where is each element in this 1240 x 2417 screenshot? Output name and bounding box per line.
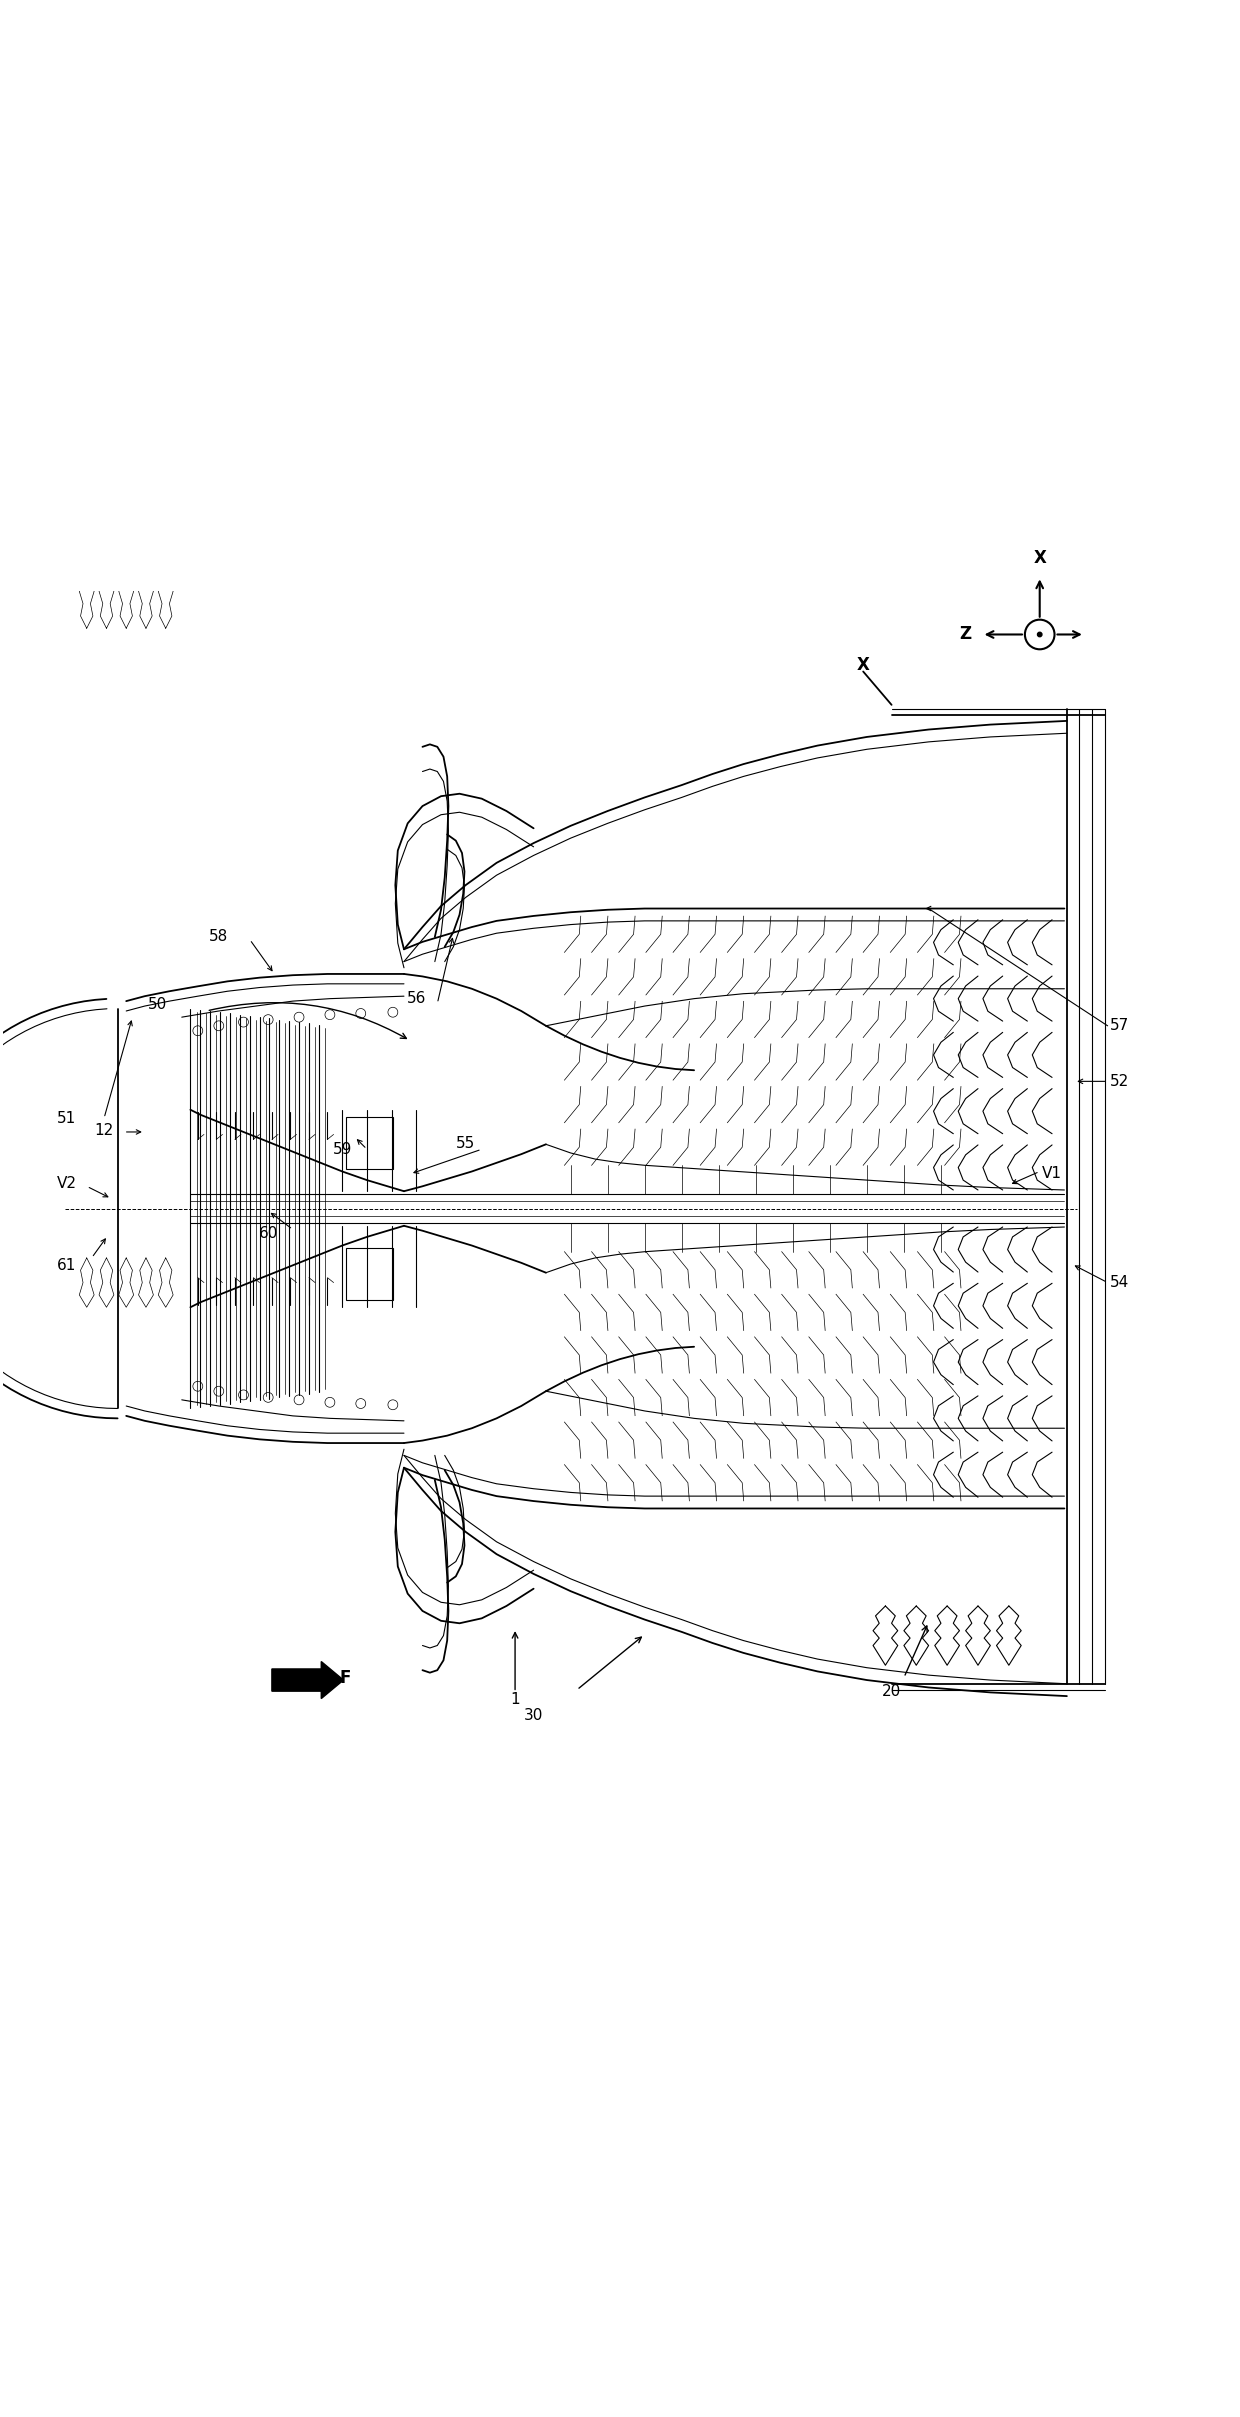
Text: 56: 56 [407, 991, 427, 1005]
Text: 30: 30 [525, 1709, 543, 1723]
Text: 52: 52 [1110, 1073, 1130, 1088]
Text: 58: 58 [210, 931, 228, 945]
Text: Z: Z [960, 626, 972, 643]
Text: 54: 54 [1110, 1276, 1130, 1291]
Text: 59: 59 [332, 1141, 352, 1158]
Text: 50: 50 [148, 998, 166, 1013]
Text: F: F [340, 1668, 351, 1687]
Text: V2: V2 [57, 1177, 77, 1192]
Text: 1: 1 [510, 1692, 520, 1706]
Text: 60: 60 [258, 1225, 278, 1240]
Text: 61: 61 [57, 1257, 77, 1274]
Bar [346, 1247, 393, 1300]
Text: X: X [857, 657, 869, 674]
Text: V1: V1 [1042, 1167, 1061, 1182]
FancyArrow shape [272, 1660, 343, 1699]
Text: 51: 51 [57, 1112, 77, 1126]
Text: 57: 57 [1110, 1018, 1130, 1034]
Text: 12: 12 [94, 1124, 114, 1138]
Circle shape [1038, 633, 1042, 636]
Text: 55: 55 [456, 1136, 475, 1150]
Text: 20: 20 [882, 1685, 901, 1699]
Bar [346, 1117, 393, 1170]
Text: X: X [1033, 549, 1047, 566]
